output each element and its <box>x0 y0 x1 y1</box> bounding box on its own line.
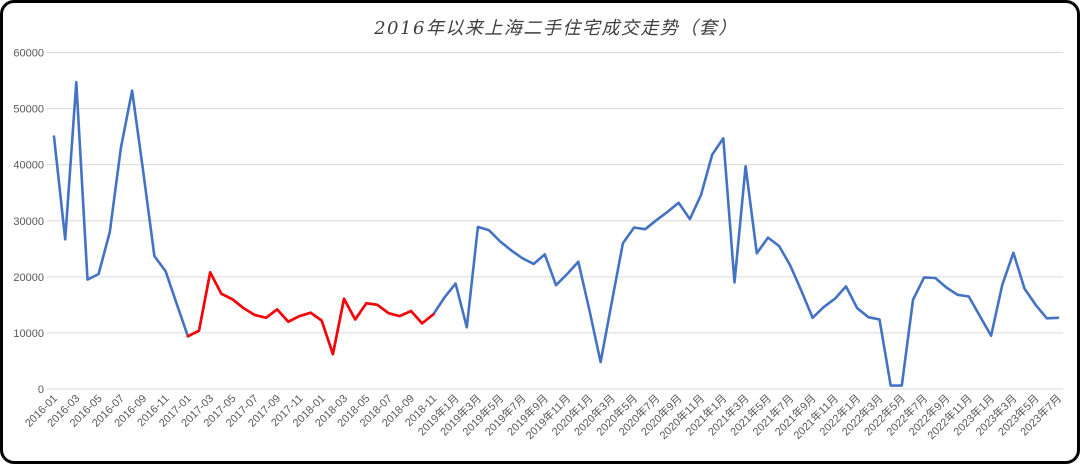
line-chart-canvas: 01000020000300004000050000600002016-0120… <box>13 48 1064 443</box>
y-axis-tick-label: 0 <box>38 384 44 396</box>
series-line-red-highlight <box>186 270 435 356</box>
y-axis-tick-label: 20000 <box>13 272 44 284</box>
y-axis-tick-label: 50000 <box>13 104 44 116</box>
series-line-blue <box>52 80 1060 387</box>
y-axis-tick-label: 60000 <box>13 48 44 60</box>
chart-title: 2016年以来上海二手住宅成交走势（套） <box>374 18 738 39</box>
y-axis-tick-label: 40000 <box>13 160 44 172</box>
y-axis-tick-label: 30000 <box>13 216 44 228</box>
y-axis-tick-label: 10000 <box>13 328 44 340</box>
